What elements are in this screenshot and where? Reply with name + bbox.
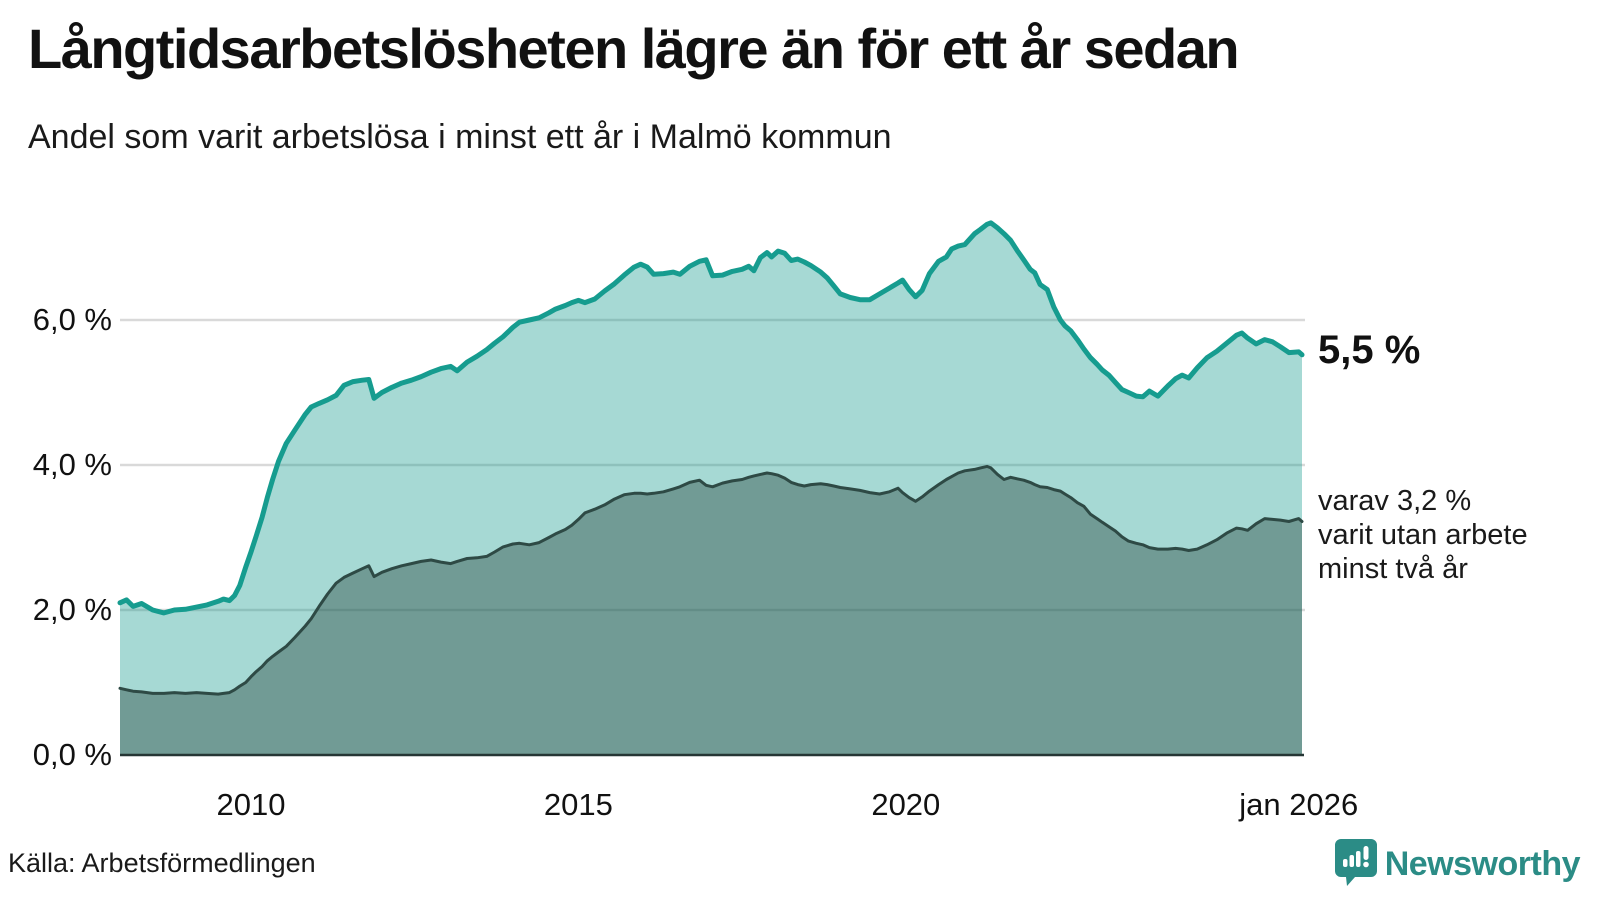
x-axis-tick-label: 2010 [216,787,286,822]
chart-subtitle: Andel som varit arbetslösa i minst ett å… [28,118,892,156]
x-axis-tick-label: 2015 [543,787,613,822]
x-axis-tick-label: jan 2026 [1239,787,1359,822]
y-axis-tick-label: 4,0 % [32,447,112,482]
secondary-series-annotation: varav 3,2 % varit utan arbete minst två … [1318,484,1528,586]
x-axis-tick-label: 2020 [871,787,941,822]
source-credit: Källa: Arbetsförmedlingen [8,848,316,878]
logo-wordmark: Newsworthy [1384,845,1581,883]
y-axis-tick-label: 0,0 % [32,737,112,772]
newsworthy-logo: Newsworthy [1334,837,1581,892]
y-axis-tick-label: 2,0 % [32,592,112,627]
page-title: Långtidsarbetslösheten lägre än för ett … [28,17,1240,80]
latest-value-label: 5,5 % [1318,328,1421,372]
annotation-line: varit utan arbete [1318,519,1528,551]
annotation-line: varav 3,2 % [1318,485,1472,517]
annotation-line: minst två år [1318,553,1468,585]
y-axis-tick-label: 6,0 % [32,302,112,337]
bar-chart-speech-bubble-icon [1334,837,1377,892]
